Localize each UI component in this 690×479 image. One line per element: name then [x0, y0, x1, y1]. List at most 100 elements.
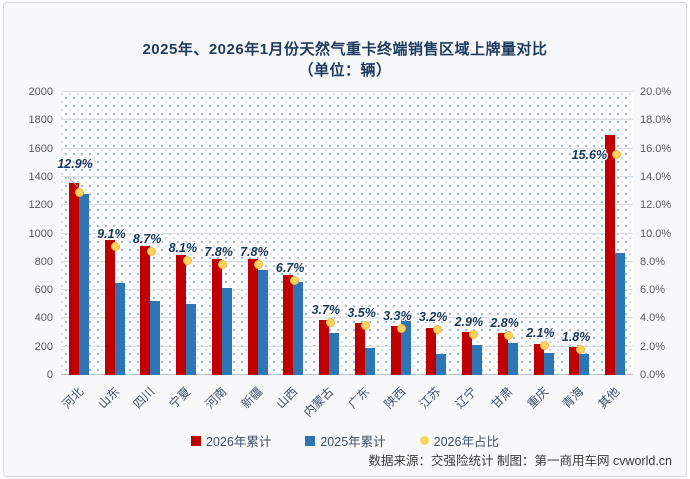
y-axis-left-tick: 1400: [28, 170, 53, 183]
plot-area: 12.9% 9.1% 8.7% 8.1% 7.8% 7.8% 6.7% 3.7% 3.5% 3.3…: [57, 91, 633, 375]
bar-2026-宁夏: [176, 254, 187, 375]
legend-square-marker-icon: [191, 435, 202, 446]
gridline: [61, 175, 633, 177]
share-label-河北: 12.9%: [57, 157, 93, 171]
chart-title-line1: 2025年、2026年1月份天然气重卡终端销售区域上牌量对比: [142, 41, 548, 58]
x-axis-line: [61, 374, 633, 375]
share-label-重庆: 2.1%: [526, 325, 555, 340]
bar-2025-甘肃: [507, 342, 518, 375]
source-credit: 数据来源：交强险统计 制图：第一商用车网 cvworld.cn: [368, 454, 673, 468]
bar-2025-河南: [221, 288, 232, 375]
share-label-四川: 8.7%: [132, 232, 162, 247]
share-dot-内蒙古: [325, 318, 335, 328]
share-dot-陕西: [397, 323, 407, 333]
share-label-辽宁: 2.9%: [454, 314, 484, 329]
bar-2026-新疆: [247, 259, 258, 375]
y-axis-left-tick: 200: [34, 340, 53, 353]
legend-item-label: 2026年累计: [206, 435, 272, 449]
gridline: [61, 91, 633, 92]
bar-2025-河北: [78, 193, 89, 375]
gridline: [61, 289, 633, 291]
legend-item-label: 2026年占比: [433, 435, 499, 449]
y-axis-right-tick: 18.0%: [640, 114, 672, 127]
bar-2025-宁夏: [186, 304, 197, 375]
bar-2026-陕西: [390, 326, 401, 375]
share-dot-江苏: [432, 325, 442, 335]
gridline: [61, 204, 633, 206]
y-axis-left-tick: 400: [34, 312, 53, 325]
share-label-山东: 9.1%: [97, 226, 126, 241]
bar-2026-河北: [68, 183, 79, 375]
share-label-甘肃: 2.8%: [490, 315, 519, 330]
y-axis-right-tick: 12.0%: [640, 199, 672, 212]
y-axis-right-tick: 16.0%: [640, 142, 672, 155]
bar-2025-山东: [114, 283, 125, 375]
bar-2025-辽宁: [472, 345, 483, 375]
share-label-河南: 7.8%: [204, 245, 233, 260]
chart-title: 2025年、2026年1月份天然气重卡终端销售区域上牌量对比 （单位：辆）: [4, 39, 686, 81]
bar-2025-重庆: [543, 353, 554, 375]
share-dot-四川: [146, 247, 156, 257]
y-axis-right-tick: 20.0%: [640, 86, 672, 98]
bar-2025-江苏: [436, 353, 447, 375]
share-dot-山西: [289, 275, 299, 285]
gridline: [61, 345, 633, 347]
bar-2025-新疆: [257, 270, 268, 375]
y-axis-right: 0.0% 2.0% 4.0% 6.0% 8.0% 10.0% 12.0% 14.0% 16.0%…: [640, 86, 686, 381]
gridline: [61, 119, 633, 121]
share-dot-新疆: [254, 260, 264, 270]
bar-2026-四川: [140, 245, 151, 375]
y-axis-right-tick: 4.0%: [640, 312, 666, 325]
y-axis-left: 0 200 400 600 800 1000 1200 1400 1600 1800 2000: [4, 86, 55, 381]
share-label-青海: 1.8%: [561, 330, 591, 344]
chart-title-line2: （单位：辆）: [298, 62, 392, 79]
bar-2026-其他: [605, 134, 616, 375]
legend: 2026年累计 2025年累计 2026年占比: [4, 431, 686, 450]
bar-2025-内蒙古: [329, 332, 340, 375]
share-dot-青海: [575, 345, 585, 354]
bar-2026-内蒙古: [319, 319, 330, 375]
gridline: [61, 232, 633, 234]
y-axis-right-tick: 8.0%: [640, 255, 666, 268]
y-axis-left-tick: 0: [46, 369, 53, 381]
bar-2026-重庆: [533, 343, 544, 375]
y-axis-left-tick: 800: [34, 255, 53, 268]
bar-2025-四川: [150, 301, 161, 375]
legend-item: 2026年占比: [419, 431, 499, 450]
legend-item-label: 2025年累计: [320, 435, 386, 449]
y-axis-left-tick: 2000: [28, 86, 53, 98]
gridline: [61, 260, 633, 262]
bar-2026-河南: [211, 259, 222, 375]
bar-2026-甘肃: [497, 333, 508, 375]
gridline: [61, 147, 633, 149]
share-dot-广东: [361, 321, 371, 330]
share-label-广东: 3.5%: [347, 306, 376, 320]
bar-2026-辽宁: [462, 331, 473, 375]
y-axis-left-tick: 1000: [28, 227, 53, 240]
chart-card: 2025年、2026年1月份天然气重卡终端销售区域上牌量对比 （单位：辆） 0 2…: [3, 2, 687, 477]
bar-2026-山西: [283, 275, 294, 375]
share-label-江苏: 3.2%: [418, 310, 448, 325]
bar-2026-广东: [354, 322, 365, 375]
share-dot-宁夏: [182, 255, 192, 265]
bar-2026-江苏: [426, 327, 437, 375]
share-dot-辽宁: [468, 329, 478, 339]
share-dot-重庆: [540, 340, 550, 350]
y-axis-left-tick: 1600: [28, 142, 53, 155]
y-axis-right-tick: 10.0%: [640, 227, 672, 240]
y-axis-right-tick: 2.0%: [640, 340, 666, 353]
legend-square-marker-icon: [305, 435, 316, 446]
bar-2026-青海: [569, 347, 580, 375]
y-axis-right-tick: 14.0%: [640, 170, 672, 183]
bar-2025-山西: [293, 281, 304, 375]
y-axis-left-tick: 1200: [28, 199, 53, 212]
share-dot-河北: [75, 188, 85, 197]
bar-2026-山东: [104, 239, 115, 375]
y-axis-left-tick: 1800: [28, 114, 53, 127]
bar-2025-其他: [615, 253, 626, 375]
bar-2025-广东: [364, 348, 375, 375]
share-label-新疆: 7.8%: [240, 245, 269, 260]
gridline: [61, 317, 633, 319]
legend-item: 2025年累计: [305, 431, 386, 450]
